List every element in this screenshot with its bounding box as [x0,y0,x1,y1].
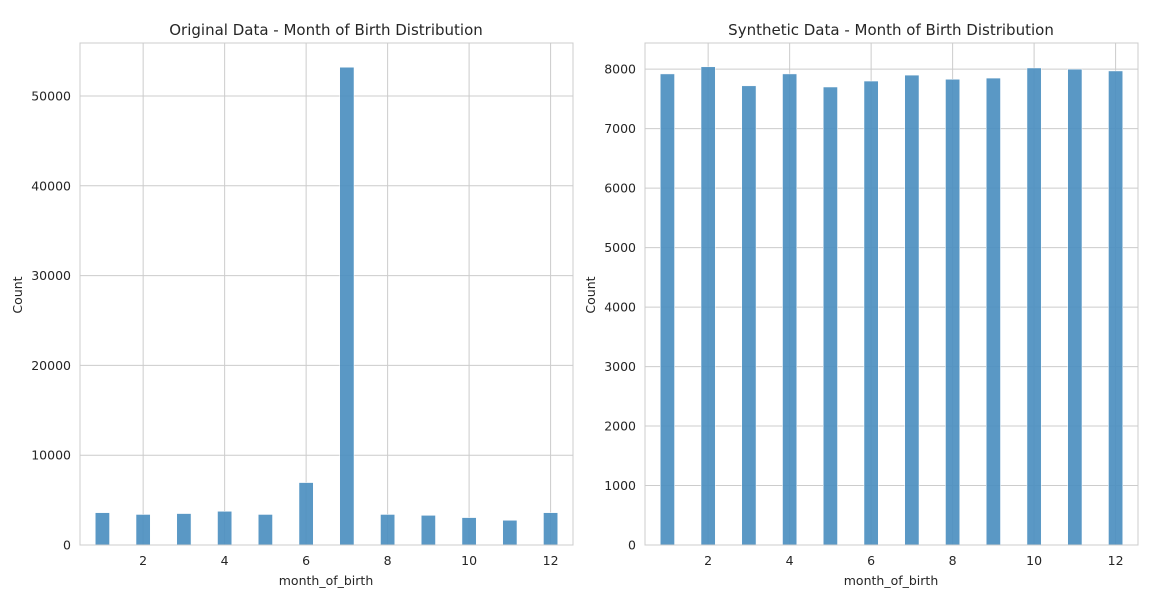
x-tick-label: 2 [139,553,147,568]
y-tick-label: 10000 [31,448,71,463]
bar [420,515,436,546]
y-tick-label: 50000 [31,88,71,103]
bar [298,482,314,546]
y-tick-label: 6000 [604,181,636,196]
gridlines [80,43,573,546]
y-tick-label: 8000 [604,62,636,77]
bar [502,520,518,546]
bar [176,513,192,546]
bars [660,66,1123,546]
bar [700,66,716,546]
y-tick-label: 4000 [604,300,636,315]
y-tick-label: 1000 [604,478,636,493]
bar [217,511,233,546]
bars [95,66,558,546]
y-tick-label: 40000 [31,178,71,193]
gridlines [645,43,1138,546]
y-tick-label: 2000 [604,419,636,434]
bar [823,86,838,546]
y-tick-label: 30000 [31,268,71,283]
y-tick-label: 0 [63,538,71,553]
bar [339,66,355,546]
x-tick-label: 12 [1108,553,1124,568]
x-tick-label: 6 [302,553,310,568]
bar [95,512,110,546]
y-tick-label: 20000 [31,358,71,373]
bar [985,77,1001,546]
x-tick-label: 4 [221,553,229,568]
bar [782,73,798,546]
bar [135,514,151,546]
bar [543,512,558,546]
x-tick-label: 8 [949,553,957,568]
y-tick-label: 3000 [604,359,636,374]
y-tick-label: 5000 [604,240,636,255]
y-tick-label: 0 [628,538,636,553]
bar [461,517,477,546]
bar [660,73,675,546]
plot-frame [644,42,1139,546]
bar [741,85,757,546]
bar [904,74,920,546]
x-tick-label: 12 [543,553,559,568]
bar [945,79,960,546]
x-tick-label: 8 [384,553,392,568]
chart-synthetic: Synthetic Data - Month of Birth Distribu… [583,21,1139,588]
chart-original: Original Data - Month of Birth Distribut… [10,21,574,588]
x-tick-label: 4 [786,553,794,568]
x-axis-label: month_of_birth [279,573,374,588]
y-axis-label: Count [583,276,598,313]
x-tick-label: 6 [867,553,875,568]
x-tick-label: 10 [461,553,477,568]
y-axis-label: Count [10,276,25,313]
y-tick-label: 7000 [604,121,636,136]
bar [1026,67,1042,546]
chart-title: Original Data - Month of Birth Distribut… [169,21,483,39]
bar [380,514,395,546]
x-axis-label: month_of_birth [844,573,939,588]
bar [863,80,879,546]
bar [1108,70,1123,546]
plot-frame [79,42,574,546]
chart-title: Synthetic Data - Month of Birth Distribu… [728,21,1054,39]
x-tick-label: 2 [704,553,712,568]
bar [1067,68,1083,546]
x-tick-label: 10 [1026,553,1042,568]
bar [258,514,273,546]
